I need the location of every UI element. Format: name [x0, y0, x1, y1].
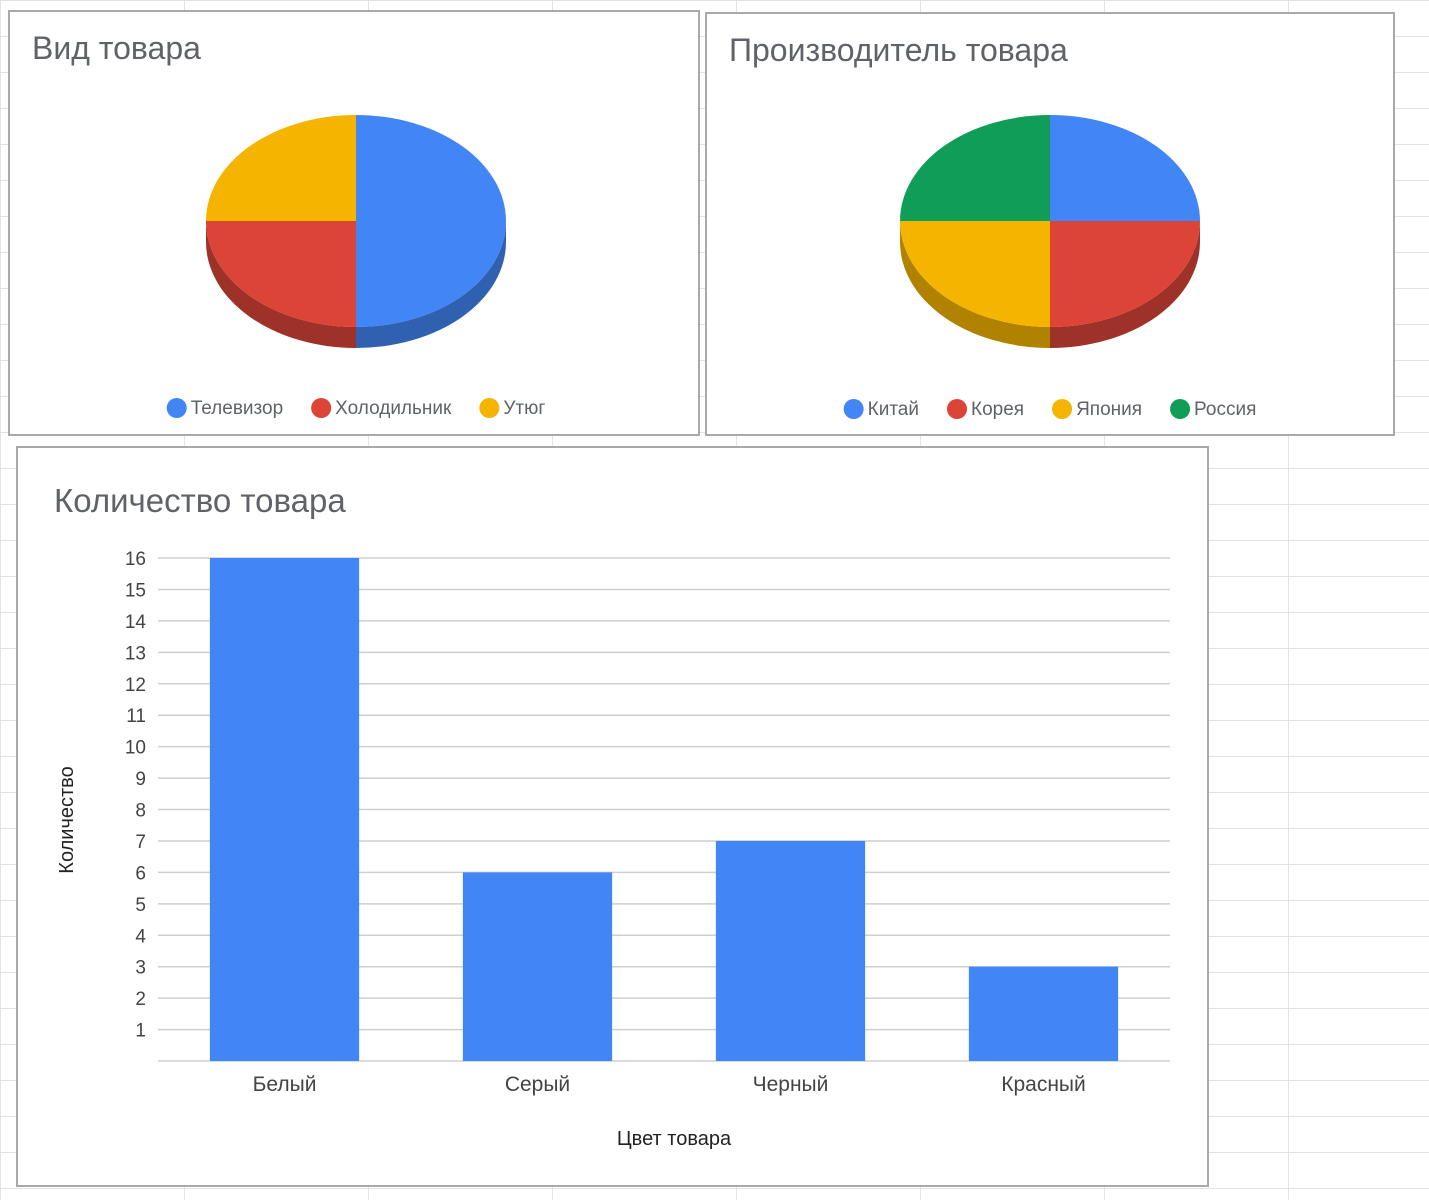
chart-panel-manufacturer: Производитель товара Китай Корея Япония Рос… [705, 12, 1395, 436]
y-tick-label: 8 [135, 801, 146, 822]
x-tick-label: Белый [253, 1073, 317, 1096]
legend-swatch [1170, 399, 1191, 419]
legend-label: Утюг [503, 398, 545, 419]
pie-side-1 [356, 221, 506, 348]
pie-slice-2[interactable] [206, 221, 356, 327]
x-axis-title: Цвет товара [617, 1128, 732, 1150]
y-tick-label: 5 [135, 895, 146, 916]
y-tick-label: 1 [135, 1021, 146, 1042]
bar-2[interactable] [462, 872, 613, 1061]
legend-label: Холодильник [335, 398, 452, 419]
legend-item[interactable]: Корея [947, 399, 1024, 420]
x-tick-label: Черный [753, 1073, 829, 1096]
bar-4[interactable] [968, 966, 1119, 1061]
legend-item[interactable]: Утюг [479, 398, 545, 419]
legend: Телевизор Холодильник Утюг [166, 398, 545, 419]
legend-label: Япония [1076, 399, 1142, 420]
legend-label: Корея [971, 399, 1024, 420]
y-tick-label: 14 [125, 612, 147, 633]
pie-slice-4[interactable] [900, 115, 1050, 221]
y-tick-label: 11 [126, 706, 146, 727]
y-tick-label: 2 [135, 989, 146, 1010]
chart-panel-quantity: Количество товара 1 2 3 4 5 6 7 8 9 10 11 12 13 14 15 1… [16, 446, 1209, 1187]
legend-item[interactable]: Россия [1170, 399, 1256, 420]
pie-slice-3[interactable] [900, 221, 1050, 327]
legend-item[interactable]: Япония [1052, 399, 1142, 420]
y-tick-label: 13 [125, 643, 146, 664]
legend-swatch [479, 398, 500, 418]
legend-item[interactable]: Телевизор [166, 398, 283, 419]
chart-title: Количество товара [54, 482, 346, 519]
pie-side-2 [206, 221, 356, 348]
chart-title: Производитель товара [729, 32, 1068, 68]
bar-3[interactable] [715, 840, 866, 1061]
legend-label: Телевизор [191, 398, 283, 419]
y-tick-label: 15 [125, 580, 146, 601]
x-tick-label: Красный [1001, 1073, 1086, 1096]
legend-swatch [166, 398, 187, 418]
y-tick-label: 10 [125, 738, 146, 759]
y-tick-label: 12 [125, 675, 146, 696]
y-tick-label: 3 [135, 958, 146, 979]
bars [209, 558, 1119, 1061]
legend-swatch [311, 398, 332, 418]
legend-item[interactable]: Холодильник [311, 398, 452, 419]
legend-swatch [1052, 399, 1073, 419]
pie-slice-2[interactable] [1050, 221, 1200, 327]
chart-panel-product-type: Вид товара Телевизор Холодильник Утюг [8, 10, 700, 436]
legend: Китай Корея Япония Россия [843, 399, 1256, 420]
y-tick-label: 4 [135, 926, 146, 947]
pie-side-2 [1050, 221, 1200, 348]
y-tick-label: 6 [135, 863, 146, 884]
legend-swatch [947, 399, 967, 419]
y-tick-label: 16 [125, 549, 146, 570]
x-tick-label: Серый [505, 1073, 570, 1096]
pie-slice-3[interactable] [206, 115, 356, 221]
x-axis-labels: Белый Серый Черный Красный [253, 1073, 1086, 1096]
legend-label: Россия [1194, 399, 1256, 420]
legend-item[interactable]: Китай [843, 399, 919, 420]
pie-chart-product-type: Телевизор Холодильник Утюг [166, 115, 545, 419]
pie-sides [900, 221, 1200, 348]
legend-label: Китай [868, 399, 919, 420]
y-axis-title: Количество [56, 766, 78, 873]
pie-side-3 [900, 221, 1050, 348]
pie-slice-1[interactable] [1050, 115, 1200, 221]
bar-1[interactable] [209, 558, 360, 1061]
y-tick-label: 7 [135, 832, 146, 853]
y-tick-label: 9 [135, 769, 146, 790]
legend-swatch [843, 399, 864, 419]
pie-chart-manufacturer: Китай Корея Япония Россия [843, 115, 1256, 420]
pie-sides [206, 221, 506, 348]
pie-slice-1[interactable] [356, 115, 506, 327]
chart-title: Вид товара [32, 30, 201, 66]
